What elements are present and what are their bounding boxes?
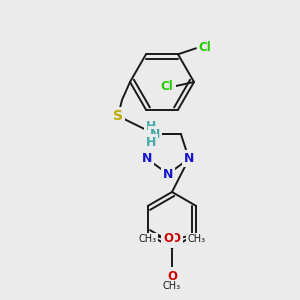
Text: N: N: [184, 152, 194, 165]
Text: O: O: [171, 232, 181, 245]
Text: H: H: [146, 120, 156, 133]
Text: S: S: [113, 109, 123, 123]
Text: N: N: [150, 128, 160, 141]
Text: O: O: [167, 269, 177, 283]
Text: O: O: [163, 232, 173, 245]
Text: CH₃: CH₃: [138, 234, 156, 244]
Text: CH₃: CH₃: [188, 234, 206, 244]
Text: Cl: Cl: [160, 80, 173, 94]
Text: H: H: [146, 136, 156, 149]
Text: CH₃: CH₃: [163, 281, 181, 291]
Text: N: N: [142, 152, 152, 165]
Text: N: N: [163, 167, 173, 181]
Text: Cl: Cl: [199, 41, 212, 54]
